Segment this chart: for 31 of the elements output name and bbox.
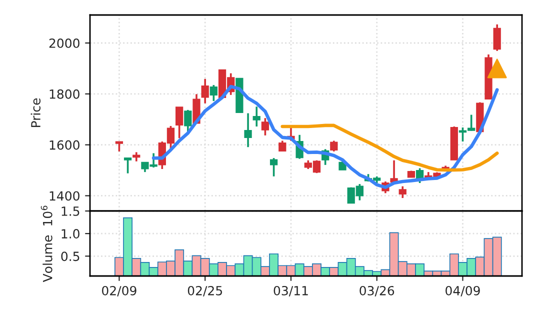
candlestick: [270, 157, 278, 178]
candlestick: [210, 84, 218, 102]
y-tick-label: 1800: [50, 89, 80, 99]
candlestick: [252, 106, 260, 128]
x-tick-label: 03/26: [360, 286, 394, 296]
candlestick: [398, 185, 406, 199]
y-tick-label: 1.0: [62, 229, 80, 238]
y-tick-label: 2000: [49, 38, 80, 48]
candlestick: [330, 140, 338, 152]
x-tick-label: 02/25: [188, 286, 222, 296]
candlestick: [176, 106, 184, 140]
candlestick: [493, 24, 501, 52]
y-tick-label: 1400: [50, 191, 80, 201]
x-tick-label: 03/11: [274, 286, 308, 296]
y-axis-title: Volume 10$^{6}$: [40, 206, 52, 282]
candlestick: [115, 140, 124, 152]
y-tick-label: 1.5: [62, 206, 80, 216]
candlestick: [278, 140, 286, 152]
candlestick: [244, 112, 252, 148]
y-tick-label: 0.5: [61, 252, 80, 262]
candlestick: [261, 117, 270, 136]
line-series: [280, 124, 499, 172]
x-tick-label: 04/09: [446, 286, 480, 296]
candlestick: [416, 167, 424, 184]
candlestick: [184, 109, 192, 132]
candlestick: [132, 151, 140, 162]
y-tick-label: 1600: [50, 140, 80, 150]
x-tick-label: 02/09: [102, 286, 136, 296]
candlestick: [124, 157, 132, 174]
candlestick: [201, 78, 209, 104]
y-axis-title: Price: [30, 98, 40, 128]
